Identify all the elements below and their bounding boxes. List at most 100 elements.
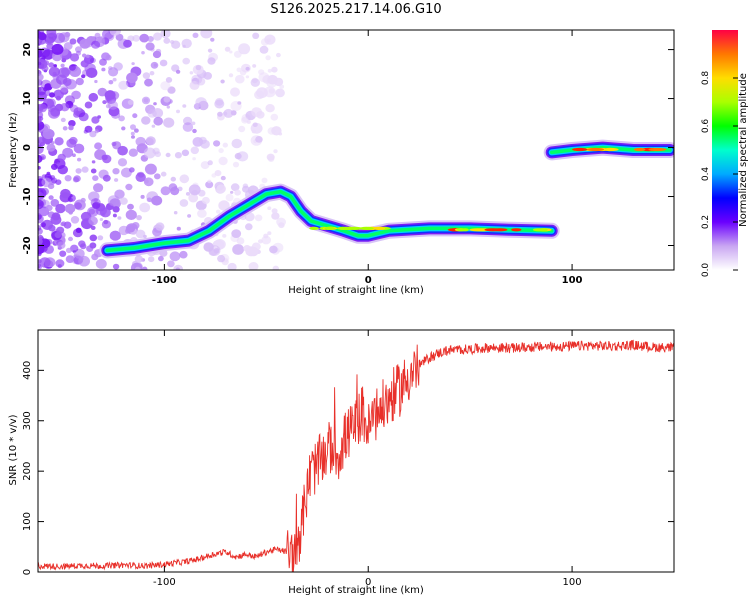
spectrogram-frame [37,29,675,271]
noise-blob [235,74,245,84]
noise-blob [114,178,119,182]
noise-blob [267,231,272,236]
noise-blob [267,206,272,210]
noise-blob [47,211,55,218]
noise-blob [46,143,56,152]
noise-blob [92,201,101,209]
noise-blob [163,37,171,44]
noise-blob [72,153,76,157]
noise-blob [231,229,242,239]
noise-blob [142,266,148,270]
noise-blob [54,137,64,146]
noise-blob [66,138,77,148]
noise-blob [230,190,234,194]
noise-blob [227,262,237,270]
noise-blob [273,149,278,154]
noise-blob [131,62,135,66]
ridge-hotspot [572,147,588,152]
snr-y-axis-title: SNR (10 * v/v) [8,414,19,485]
noise-blob [111,141,117,147]
snr-series-line [38,339,674,572]
noise-blob [89,130,97,138]
noise-blob [97,36,105,44]
colorbar-gradient [712,30,738,270]
noise-blob [238,43,251,55]
noise-blob [189,71,194,75]
noise-blob [160,171,167,177]
noise-blob [232,244,245,255]
noise-blob [148,256,155,263]
noise-blob [182,104,187,108]
noise-blob [251,107,262,117]
noise-blob [61,58,67,63]
x-tick-label: 0 [365,275,372,286]
noise-blob [271,208,278,214]
noise-blob [145,136,156,146]
noise-blob [207,160,213,166]
noise-blob [94,129,100,134]
noise-blob [57,241,66,249]
noise-blob [112,77,117,82]
noise-blob [218,148,224,154]
noise-blob [48,107,60,119]
noise-blob [112,168,120,175]
noise-blob [38,265,42,270]
ridge-hotspot [309,226,319,230]
noise-blob [112,213,117,218]
noise-blob [188,193,199,203]
noise-blob [228,73,234,78]
noise-blob [143,177,154,187]
noise-blob [223,108,234,118]
noise-blob [135,172,146,182]
noise-blob [41,219,53,230]
noise-blob [236,237,245,245]
noise-blob [69,38,77,45]
noise-blob [89,234,98,242]
noise-blob [259,45,269,54]
ridge-band [105,189,554,253]
noise-blob [81,166,89,173]
noise-blob [53,64,57,68]
noise-blob [68,120,76,127]
noise-blob [53,32,66,44]
noise-blob [144,163,157,175]
noise-blob [140,194,145,199]
noise-blob [145,42,155,51]
noise-blob [231,138,243,149]
noise-blob [108,67,119,77]
noise-blob [176,226,181,231]
noise-blob [271,212,280,220]
noise-blob [165,77,173,83]
noise-blob [261,177,268,184]
ridge-hotspot [346,226,363,230]
noise-blob [131,135,135,139]
noise-blob [38,32,47,41]
noise-blob [69,53,80,62]
noise-blob [222,234,227,238]
noise-blob [267,68,272,73]
noise-blob [163,96,171,103]
noise-blob [153,102,157,106]
ridge-hotspot [338,226,347,230]
noise-blob [78,112,89,122]
noise-blob [222,142,228,148]
y-tick-label: 300 [22,411,33,430]
noise-blob [230,87,240,97]
noise-blob [242,185,250,193]
noise-blob [38,116,42,124]
noise-blob [109,30,121,36]
noise-blob [271,126,282,136]
noise-blob [55,203,66,214]
noise-blob [203,242,214,252]
noise-blob [232,161,240,168]
noise-blob [141,96,151,105]
noise-blob [236,151,249,162]
noise-blob [43,86,48,92]
noise-blob [271,66,278,73]
snr-ticks: -100 0 100 0 100 200 300 400 [22,330,674,588]
noise-blob [179,250,188,259]
noise-blob [258,72,270,83]
noise-blob [135,229,146,239]
